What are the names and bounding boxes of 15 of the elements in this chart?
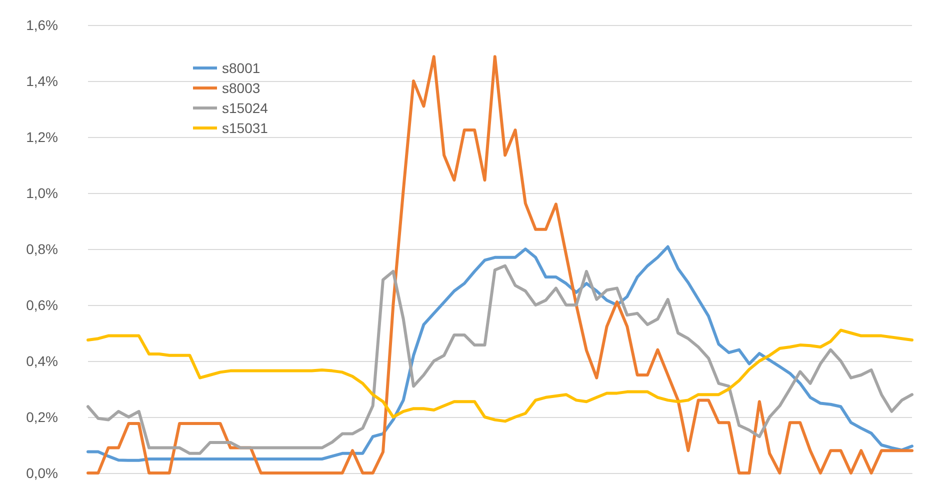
legend-label: s15031	[222, 120, 268, 136]
y-tick-label: 0,0%	[26, 465, 58, 481]
y-tick-label: 1,2%	[26, 129, 58, 145]
line-series	[86, 55, 914, 474]
y-tick-label: 0,2%	[26, 409, 58, 425]
line-series	[86, 328, 914, 423]
y-tick-label: 0,4%	[26, 353, 58, 369]
y-tick-label: 1,4%	[26, 73, 58, 89]
legend-label: s8003	[222, 80, 260, 96]
y-tick-label: 0,6%	[26, 297, 58, 313]
y-tick-label: 1,6%	[26, 17, 58, 33]
legend-label: s15024	[222, 100, 268, 116]
y-tick-label: 1,0%	[26, 185, 58, 201]
legend-label: s8001	[222, 60, 260, 76]
y-tick-label: 0,8%	[26, 241, 58, 257]
